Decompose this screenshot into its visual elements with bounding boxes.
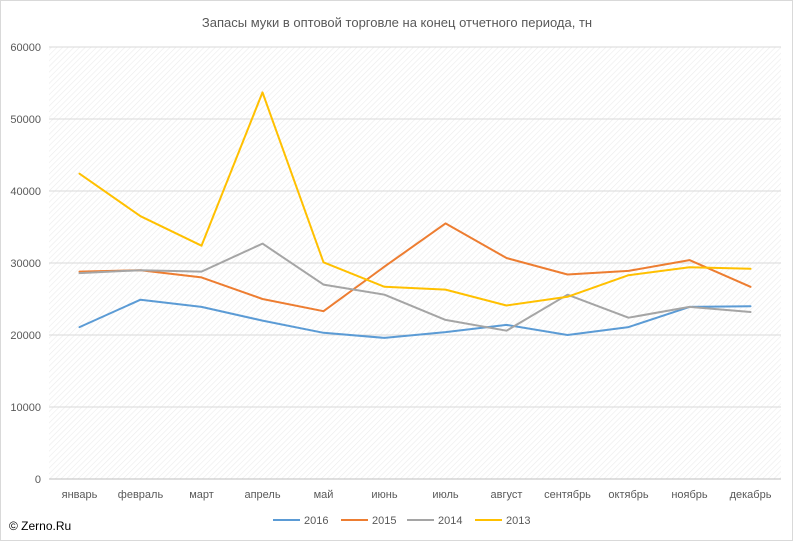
x-tick-label: март [189,489,214,501]
y-tick-label: 60000 [10,42,41,54]
y-tick-label: 0 [35,474,41,486]
legend-label: 2015 [372,515,396,527]
series-line-2015 [78,222,752,313]
series-line-2016 [78,298,752,339]
source-credit: © Zerno.Ru [9,519,72,533]
series-line-2013 [78,91,752,307]
x-tick-label: ноябрь [671,489,708,501]
y-tick-label: 50000 [10,114,41,126]
y-tick-label: 40000 [10,186,41,198]
legend-item-2013: 2013 [475,515,530,527]
x-tick-label: декабрь [730,489,772,501]
x-tick-label: сентябрь [544,489,591,501]
legend-item-2016: 2016 [273,515,328,527]
y-tick-label: 30000 [10,258,41,270]
x-axis-ticks: январь февраль март апрель май июнь июль август… [62,489,772,501]
series-line-2014 [78,242,752,332]
y-tick-label: 20000 [10,330,41,342]
y-axis-ticks: 0 10000 20000 30000 40000 50000 60000 [10,42,41,486]
legend-item-2014: 2014 [407,515,462,527]
legend-label: 2014 [438,515,462,527]
x-tick-label: июль [432,489,459,501]
legend: 2016 2015 2014 2013 [273,515,530,527]
y-tick-label: 10000 [10,402,41,414]
x-tick-label: май [314,489,334,501]
legend-label: 2016 [304,515,328,527]
legend-label: 2013 [506,515,530,527]
x-tick-label: апрель [244,489,280,501]
x-tick-label: январь [62,489,98,501]
chart-title: Запасы муки в оптовой торговле на конец … [202,15,592,30]
series-lines [78,91,752,339]
x-tick-label: октябрь [608,489,648,501]
x-tick-label: август [491,489,523,501]
legend-item-2015: 2015 [341,515,396,527]
x-tick-label: февраль [118,489,164,501]
x-tick-label: июнь [371,489,397,501]
